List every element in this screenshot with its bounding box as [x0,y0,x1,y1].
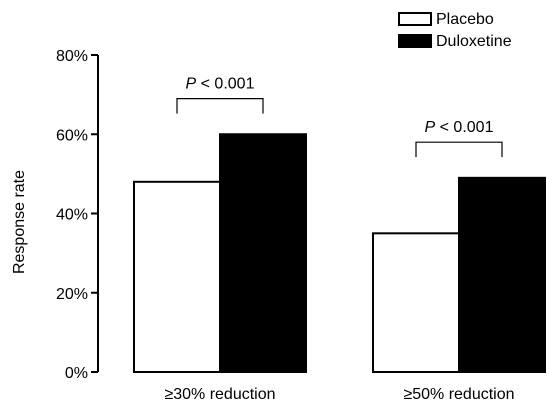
legend: Placebo Duloxetine [398,11,512,50]
legend-swatch-duloxetine [398,34,432,48]
y-tick-label: 0% [65,365,88,382]
y-tick-label: 60% [56,127,88,144]
y-axis-title: Response rate [11,170,28,274]
p-value-label: P < 0.001 [425,119,494,136]
bar-placebo-2 [372,232,460,373]
x-tick-label: ≥50% reduction [403,386,514,403]
p-symbol: P [425,119,436,136]
y-tick-label: 80% [56,48,88,65]
bar-duloxetine-1 [219,133,307,373]
p-value-text: < 0.001 [435,119,493,136]
bar-duloxetine-2 [458,176,546,373]
x-tick-label: ≥30% reduction [164,386,275,403]
significance-bracket [176,97,264,114]
legend-label-placebo: Placebo [436,11,494,28]
p-value-label: P < 0.001 [186,76,255,93]
axes: 0% 20% 40% 60% 80% [56,48,99,382]
legend-swatch-placebo [398,12,432,26]
y-tick-label: 40% [56,207,88,224]
bar-placebo-1 [133,180,221,373]
p-symbol: P [186,76,197,93]
significance-bracket [415,141,503,158]
bars: ≥30% reduction ≥50% reduction [133,133,546,403]
p-value-text: < 0.001 [196,76,254,93]
legend-label-duloxetine: Duloxetine [436,33,512,50]
y-tick-label: 20% [56,286,88,303]
